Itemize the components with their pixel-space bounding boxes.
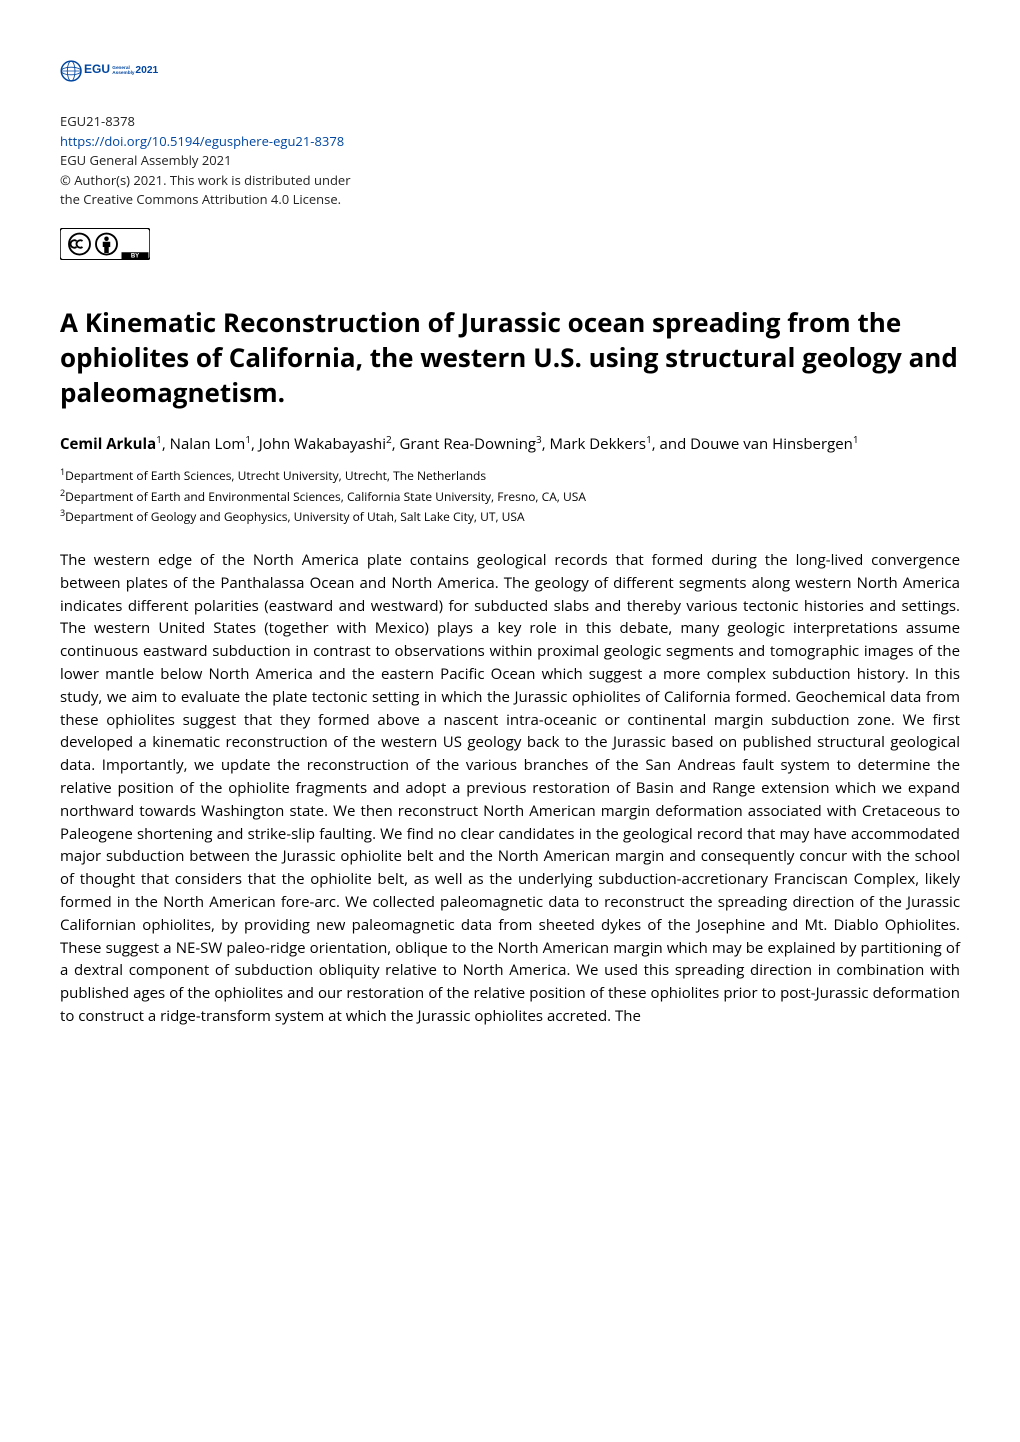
copyright-line-1: © Author(s) 2021. This work is distribut… xyxy=(60,171,960,191)
affiliation: 3Department of Geology and Geophysics, U… xyxy=(60,506,960,527)
svg-text:General: General xyxy=(112,65,130,70)
authors-line: Cemil Arkula1, Nalan Lom1, John Wakabaya… xyxy=(60,432,960,456)
svg-text:EGU: EGU xyxy=(84,62,110,76)
author: Douwe van Hinsbergen xyxy=(690,434,853,454)
abstract-id: EGU21-8378 xyxy=(60,112,960,132)
cc-by-badge: BY xyxy=(60,228,960,265)
author: John Wakabayashi xyxy=(259,434,386,454)
meta-block: EGU21-8378 https://doi.org/10.5194/egusp… xyxy=(60,112,960,210)
doi-link[interactable]: https://doi.org/10.5194/egusphere-egu21-… xyxy=(60,132,344,150)
svg-text:BY: BY xyxy=(131,253,139,259)
author: Nalan Lom xyxy=(170,434,246,454)
copyright-line-2: the Creative Commons Attribution 4.0 Lic… xyxy=(60,190,960,210)
abstract-body: The western edge of the North America pl… xyxy=(60,549,960,1028)
svg-text:Assembly: Assembly xyxy=(112,70,135,75)
page-title: A Kinematic Reconstruction of Jurassic o… xyxy=(60,305,960,410)
conference-name: EGU General Assembly 2021 xyxy=(60,151,960,171)
author: Mark Dekkers xyxy=(550,434,647,454)
egu-logo-svg: EGU General Assembly 2021 xyxy=(60,50,240,92)
egu-logo: EGU General Assembly 2021 xyxy=(60,50,240,92)
page-container: EGU General Assembly 2021 EGU21-8378 htt… xyxy=(0,0,1020,1078)
author: Grant Rea-Downing xyxy=(400,434,537,454)
svg-text:2021: 2021 xyxy=(135,65,158,76)
affiliation: 2Department of Earth and Environmental S… xyxy=(60,486,960,507)
affiliation: 1Department of Earth Sciences, Utrecht U… xyxy=(60,465,960,486)
author-presenting: Cemil Arkula xyxy=(60,434,156,454)
affiliations-block: 1Department of Earth Sciences, Utrecht U… xyxy=(60,465,960,527)
cc-by-icon: BY xyxy=(60,228,150,260)
egu-logo-row: EGU General Assembly 2021 xyxy=(60,50,960,92)
